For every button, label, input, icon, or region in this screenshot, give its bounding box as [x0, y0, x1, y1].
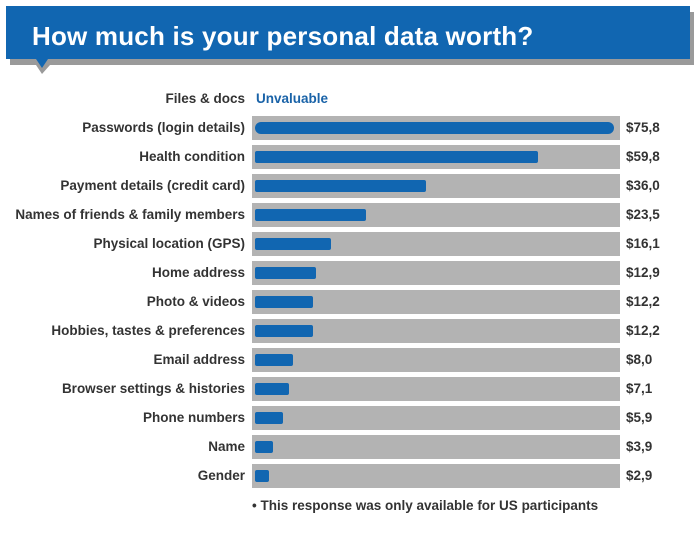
bar-track [252, 377, 620, 401]
bar [255, 151, 539, 163]
value-label: $75,8 [626, 120, 660, 135]
title-banner: How much is your personal data worth? [6, 6, 694, 74]
bar [255, 354, 293, 366]
category-label: Browser settings & histories [61, 381, 245, 396]
value-label: $7,1 [626, 381, 653, 396]
category-label: Names of friends & family members [15, 207, 245, 222]
bar [255, 325, 313, 337]
category-label: Phone numbers [142, 410, 245, 425]
value-label-special: Unvaluable [256, 91, 329, 106]
category-label: Health condition [139, 149, 245, 164]
banner-shape [6, 6, 694, 74]
value-label: $5,9 [626, 410, 653, 425]
category-label: Passwords (login details) [82, 120, 245, 135]
category-label: Name [208, 439, 245, 454]
value-label: $12,2 [626, 323, 660, 338]
bar [255, 180, 426, 192]
bar [255, 296, 313, 308]
category-label: Files & docs [165, 91, 245, 106]
value-label: $2,9 [626, 468, 653, 483]
banner-fill [6, 6, 690, 68]
chart-title: How much is your personal data worth? [32, 21, 534, 51]
value-label: $16,1 [626, 236, 660, 251]
bar-track [252, 435, 620, 459]
bar [255, 412, 283, 424]
value-label: $12,2 [626, 294, 660, 309]
category-label: Photo & videos [146, 294, 245, 309]
value-label: $3,9 [626, 439, 653, 454]
category-label: Home address [151, 265, 245, 280]
bar [255, 238, 332, 250]
bar [255, 383, 289, 395]
bar [255, 441, 274, 453]
value-label: $59,8 [626, 149, 660, 164]
bar-track [252, 464, 620, 488]
bar [255, 122, 615, 134]
value-label: $12,9 [626, 265, 660, 280]
value-label: $36,0 [626, 178, 660, 193]
bar [255, 209, 367, 221]
bar [255, 470, 269, 482]
value-label: $23,5 [626, 207, 660, 222]
category-label: Payment details (credit card) [60, 178, 245, 193]
category-label: Hobbies, tastes & preferences [51, 323, 245, 338]
category-label: Gender [197, 468, 245, 483]
category-label: Email address [153, 352, 245, 367]
value-label: $8,0 [626, 352, 653, 367]
footnote: • This response was only available for U… [252, 498, 599, 513]
bar-track [252, 290, 620, 314]
bar-track [252, 348, 620, 372]
bar [255, 267, 317, 279]
category-label: Physical location (GPS) [93, 236, 245, 251]
bar-track [252, 406, 620, 430]
bar-track [252, 319, 620, 343]
